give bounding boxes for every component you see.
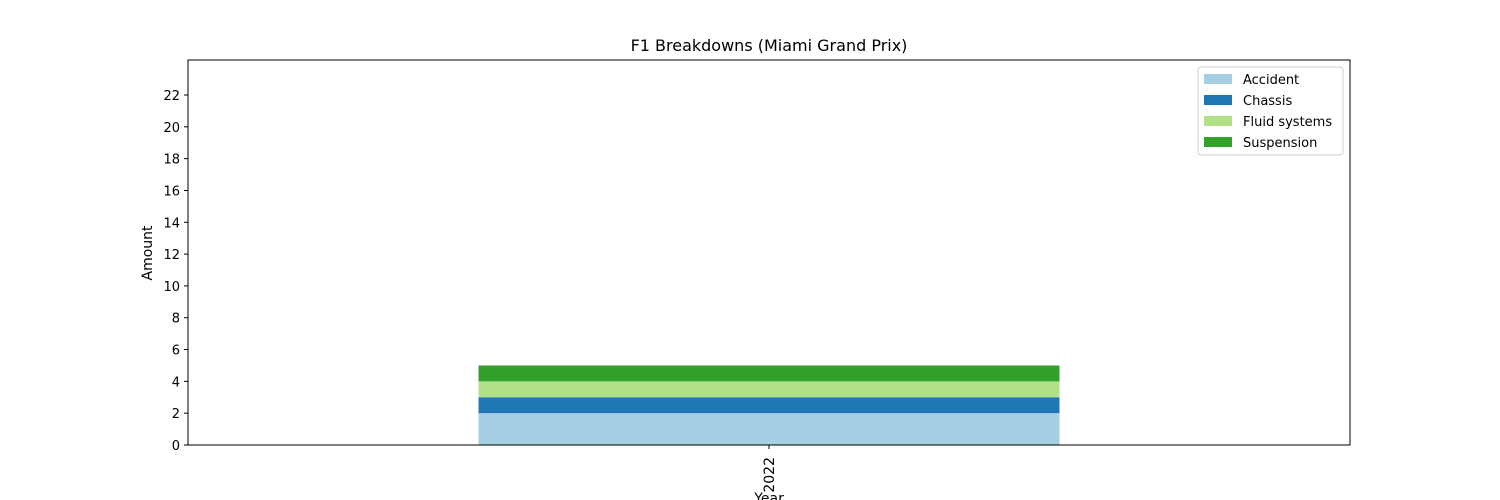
y-tick-label: 8 xyxy=(172,312,180,327)
y-tick-label: 4 xyxy=(172,375,180,390)
legend-label: Suspension xyxy=(1243,136,1317,151)
legend-swatch xyxy=(1204,116,1232,126)
legend-label: Fluid systems xyxy=(1243,115,1332,130)
bar-segment-fluid-systems xyxy=(478,381,1060,398)
x-axis-label: Year xyxy=(753,491,784,500)
bars-group xyxy=(478,365,1060,445)
legend-box xyxy=(1197,66,1344,156)
bar-segment-suspension xyxy=(478,365,1060,382)
y-tick-label: 18 xyxy=(163,153,180,168)
y-tick-label: 22 xyxy=(163,89,180,104)
bar-segment-accident xyxy=(478,413,1060,445)
legend-label: Accident xyxy=(1243,73,1299,88)
legend-swatch xyxy=(1204,74,1232,84)
y-tick-label: 10 xyxy=(163,280,180,295)
y-axis-label: Amount xyxy=(140,225,156,281)
legend: Accident Chassis Fluid systems Suspension xyxy=(1197,66,1344,156)
y-tick-label: 6 xyxy=(172,344,180,359)
y-axis: 0 2 4 6 8 10 12 14 16 18 20 22 xyxy=(163,89,188,454)
legend-swatch xyxy=(1204,95,1232,105)
y-tick-label: 2 xyxy=(172,407,180,422)
legend-swatch xyxy=(1204,137,1232,147)
chart-title: F1 Breakdowns (Miami Grand Prix) xyxy=(631,36,908,55)
x-tick-label: 2022 xyxy=(762,457,778,493)
bar-segment-chassis xyxy=(478,397,1060,414)
legend-label: Chassis xyxy=(1243,94,1292,109)
x-axis: 2022 xyxy=(762,445,778,493)
y-tick-label: 16 xyxy=(163,184,180,199)
y-tick-label: 14 xyxy=(163,216,180,231)
y-tick-label: 0 xyxy=(172,439,180,454)
y-tick-label: 20 xyxy=(163,121,180,136)
y-tick-label: 12 xyxy=(163,248,180,263)
